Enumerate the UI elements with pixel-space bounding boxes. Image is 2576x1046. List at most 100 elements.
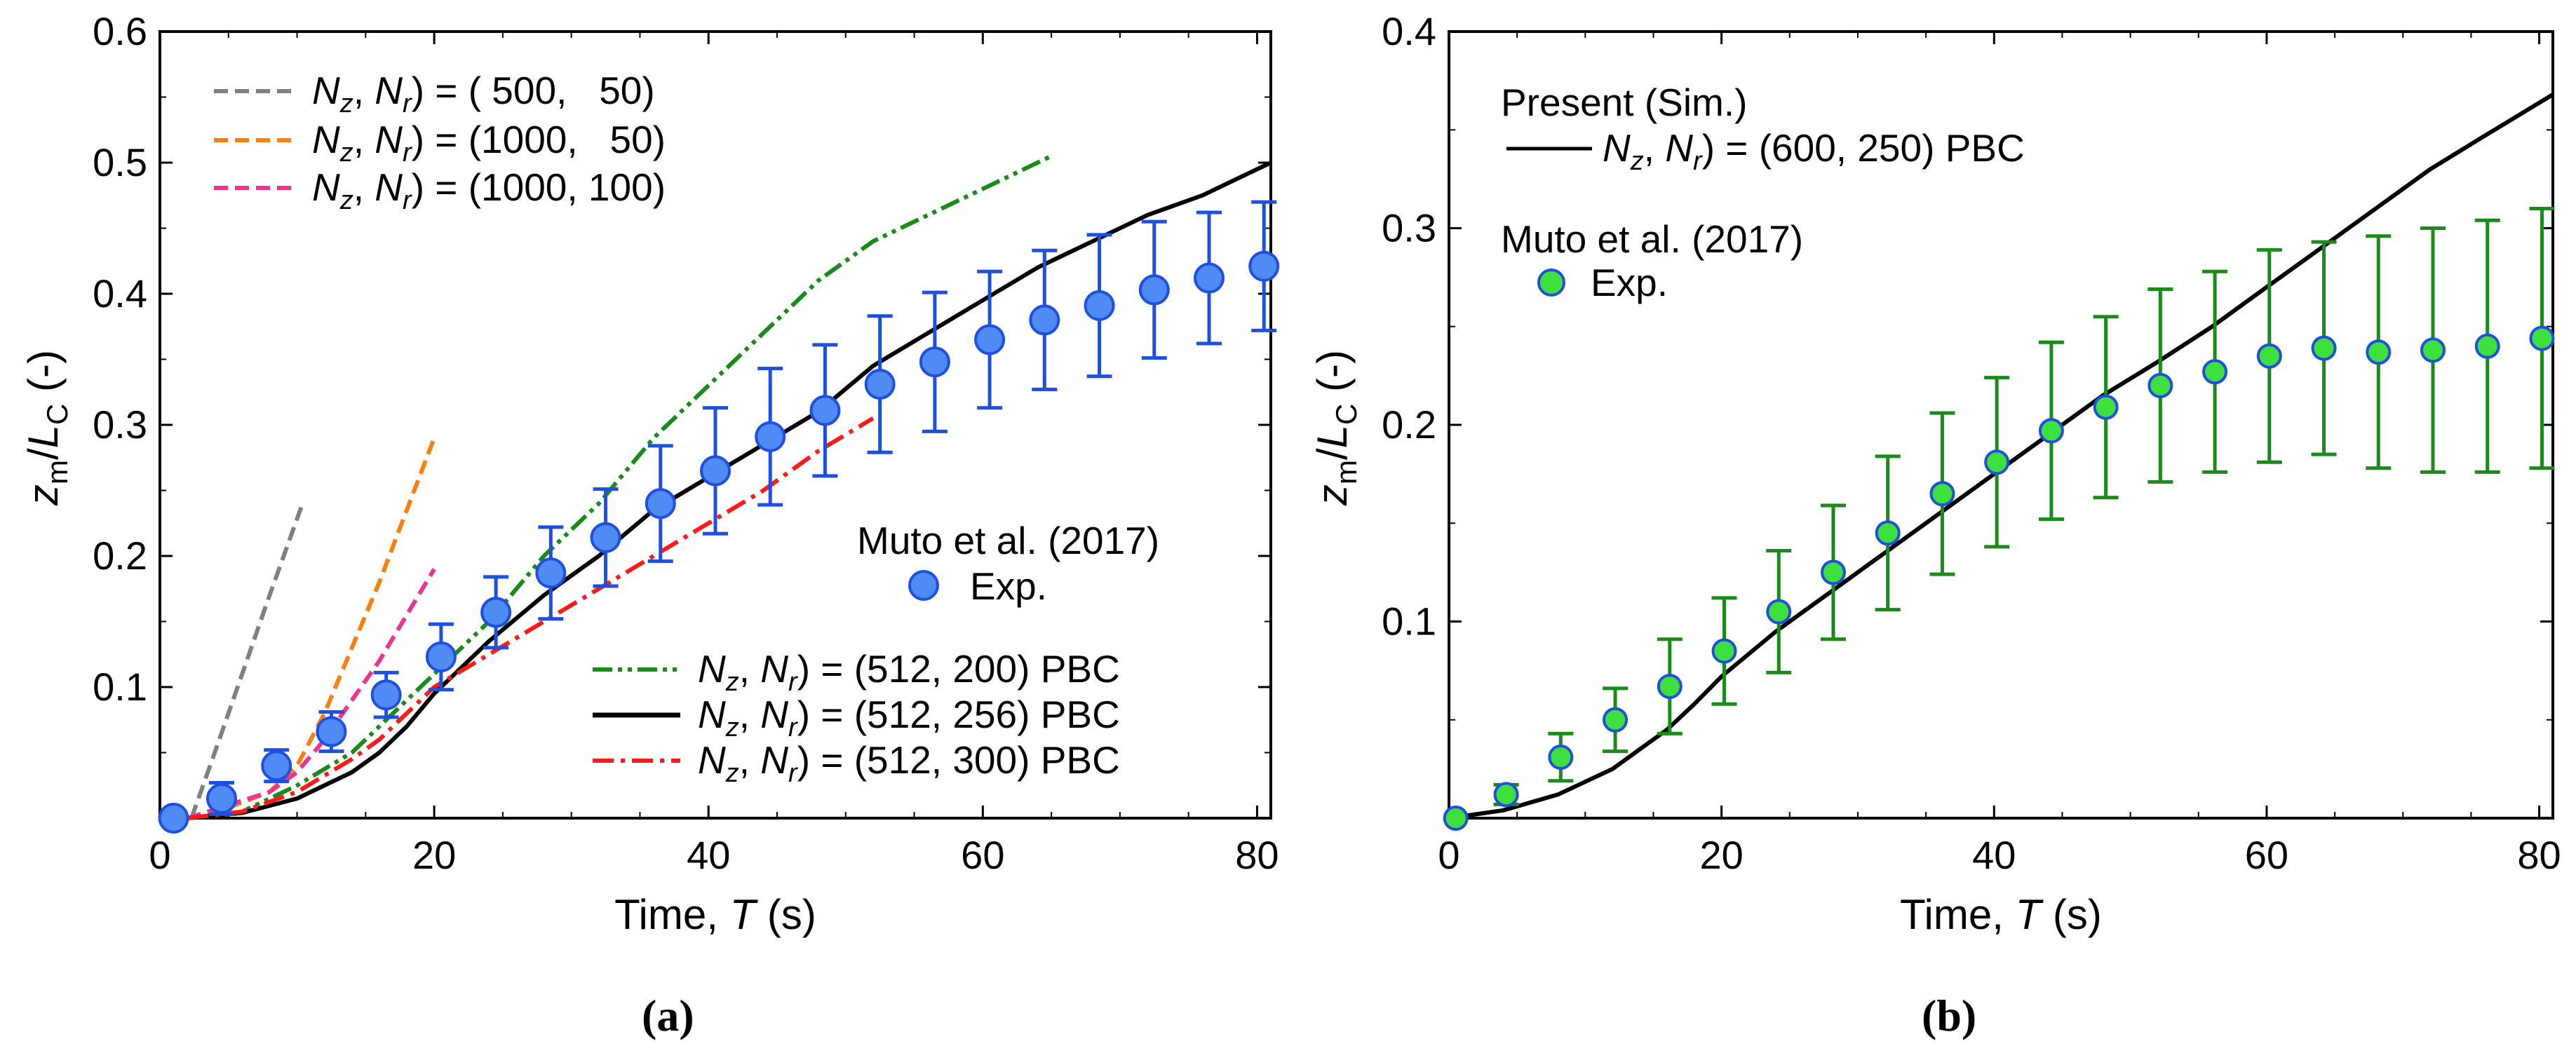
panel-label-a: (a) — [642, 991, 694, 1040]
data-point-a-17 — [1084, 290, 1115, 321]
y-tick-label-a-2: 0.3 — [93, 402, 147, 447]
tick-marks-b — [1448, 30, 2553, 818]
data-point-b-13 — [2147, 372, 2173, 398]
x-tick-label-a-1: 20 — [412, 833, 456, 877]
data-point-b-11 — [2038, 418, 2064, 444]
data-point-b-19 — [2474, 333, 2500, 359]
x-tick-label-b-3: 60 — [2245, 833, 2288, 877]
legend-label-512-200: Nz, Nr) = (512, 200) PBC — [698, 647, 1120, 697]
legend-label-1000-50: Nz, Nr) = (1000, 50) — [312, 118, 666, 168]
x-axis-label-b: Time, T (s) — [1900, 891, 2102, 938]
legend-exp-title-b: Muto et al. (2017) — [1501, 217, 1803, 261]
legend-label-500-50: Nz, Nr) = ( 500, 50) — [312, 69, 655, 118]
data-point-a-2 — [261, 750, 292, 782]
data-point-a-16 — [1029, 304, 1060, 336]
y-tick-label-a-3: 0.4 — [93, 271, 147, 315]
data-point-b-2 — [1548, 745, 1574, 770]
legend-top-left-a: Nz, Nr) = ( 500, 50) Nz, Nr) = (1000, 50… — [214, 69, 666, 215]
legend-exp-b: Muto et al. (2017) Exp. — [1501, 217, 1803, 304]
data-point-b-3 — [1603, 707, 1628, 733]
legend-exp-title-a: Muto et al. (2017) — [857, 519, 1159, 562]
data-point-a-6 — [480, 597, 512, 628]
data-point-a-4 — [370, 679, 402, 711]
y-axis-label-a: zm/LC (-) — [20, 350, 74, 506]
x-tick-label-a-0: 0 — [149, 833, 170, 877]
data-point-a-3 — [316, 716, 347, 747]
data-point-a-7 — [535, 557, 567, 589]
data-point-a-1 — [206, 782, 237, 814]
y-tick-label-b-2: 0.3 — [1382, 206, 1436, 250]
panel-label-b: (b) — [1922, 991, 1976, 1040]
legend-exp-marker-b — [1537, 269, 1565, 297]
data-point-b-14 — [2202, 359, 2228, 385]
y-tick-label-a-0: 0.1 — [93, 665, 147, 709]
data-point-b-5 — [1711, 638, 1737, 664]
y-axis-label-b: zm/LC (-) — [1309, 350, 1363, 506]
data-point-a-12 — [809, 395, 841, 426]
legend-exp-label-a: Exp. — [970, 564, 1047, 608]
series-line-b-0 — [1448, 93, 2554, 820]
data-point-b-1 — [1493, 782, 1519, 808]
data-point-b-16 — [2311, 335, 2337, 361]
legend-exp-a: Muto et al. (2017) Exp. — [857, 519, 1159, 608]
x-axis-label-a: Time, T (s) — [614, 891, 816, 938]
data-point-a-15 — [974, 324, 1006, 355]
scatter-points-b — [1443, 325, 2555, 831]
legend-label-512-300: Nz, Nr) = (512, 300) PBC — [698, 738, 1120, 788]
scatter-points-a — [158, 250, 1280, 834]
tick-labels-a: 0 20 40 60 80 0.1 0.2 0.3 0.4 0.5 0.6 — [93, 9, 1279, 877]
series-line-a-5 — [187, 416, 875, 820]
chart-panel-a: 0 20 40 60 80 0.1 0.2 0.3 0.4 0.5 0.6 zm/LC (-) Ti… — [20, 9, 1280, 1040]
data-point-a-5 — [425, 641, 457, 672]
data-point-a-14 — [919, 346, 950, 378]
chart-panel-b: 0 20 40 60 80 0.1 0.2 0.3 0.4 zm/LC (-) Time, T … — [1309, 9, 2561, 1040]
series-lines-b — [1448, 93, 2554, 820]
data-point-b-15 — [2256, 343, 2282, 369]
data-point-b-6 — [1766, 599, 1792, 625]
legend-label-512-256: Nz, Nr) = (512, 256) PBC — [698, 693, 1120, 742]
series-line-a-4 — [187, 161, 1272, 820]
data-point-b-20 — [2529, 325, 2555, 351]
y-tick-label-a-1: 0.2 — [93, 534, 147, 578]
y-tick-label-a-4: 0.5 — [93, 140, 147, 184]
data-point-a-18 — [1138, 274, 1170, 306]
data-point-a-9 — [645, 488, 676, 519]
x-tick-label-b-4: 80 — [2517, 833, 2561, 877]
legend-sim-b: Present (Sim.) Nz, Nr) = (600, 250) PBC — [1501, 81, 2025, 176]
data-point-a-13 — [864, 369, 896, 400]
y-tick-label-b-3: 0.4 — [1382, 9, 1436, 53]
data-point-a-10 — [700, 455, 731, 487]
x-tick-label-b-2: 40 — [1972, 833, 2016, 877]
legend-exp-marker-a — [908, 570, 939, 601]
data-point-b-10 — [1984, 449, 2010, 475]
data-point-a-8 — [590, 522, 621, 553]
legend-exp-label-b: Exp. — [1591, 261, 1668, 304]
x-tick-label-a-2: 40 — [687, 833, 730, 877]
data-point-a-11 — [755, 421, 786, 452]
data-point-b-12 — [2093, 394, 2119, 420]
data-point-a-19 — [1194, 262, 1225, 294]
data-point-a-0 — [158, 803, 189, 834]
series-lines-a — [187, 154, 1272, 820]
data-point-b-17 — [2366, 339, 2392, 365]
data-point-b-4 — [1657, 674, 1683, 700]
x-tick-label-b-1: 20 — [1699, 833, 1743, 877]
y-tick-label-b-1: 0.2 — [1382, 402, 1436, 447]
data-point-b-8 — [1875, 520, 1901, 546]
legend-sim-title-b: Present (Sim.) — [1501, 81, 1747, 124]
tick-marks-a — [159, 30, 1271, 818]
y-tick-label-a-5: 0.6 — [93, 9, 147, 53]
legend-label-1000-100: Nz, Nr) = (1000, 100) — [312, 165, 666, 215]
x-tick-label-a-4: 80 — [1235, 833, 1279, 877]
x-tick-label-a-3: 60 — [961, 833, 1004, 877]
legend-bottom-right-a: Nz, Nr) = (512, 200) PBC Nz, Nr) = (512,… — [593, 647, 1120, 788]
data-point-b-9 — [1929, 481, 1955, 507]
tick-labels-b: 0 20 40 60 80 0.1 0.2 0.3 0.4 — [1382, 9, 2561, 877]
series-line-a-0 — [189, 503, 305, 820]
data-point-b-18 — [2420, 337, 2446, 363]
x-tick-label-b-0: 0 — [1438, 833, 1459, 877]
legend-label-600-250: Nz, Nr) = (600, 250) PBC — [1603, 126, 2025, 176]
data-point-b-0 — [1443, 806, 1469, 831]
data-point-b-7 — [1820, 559, 1846, 585]
